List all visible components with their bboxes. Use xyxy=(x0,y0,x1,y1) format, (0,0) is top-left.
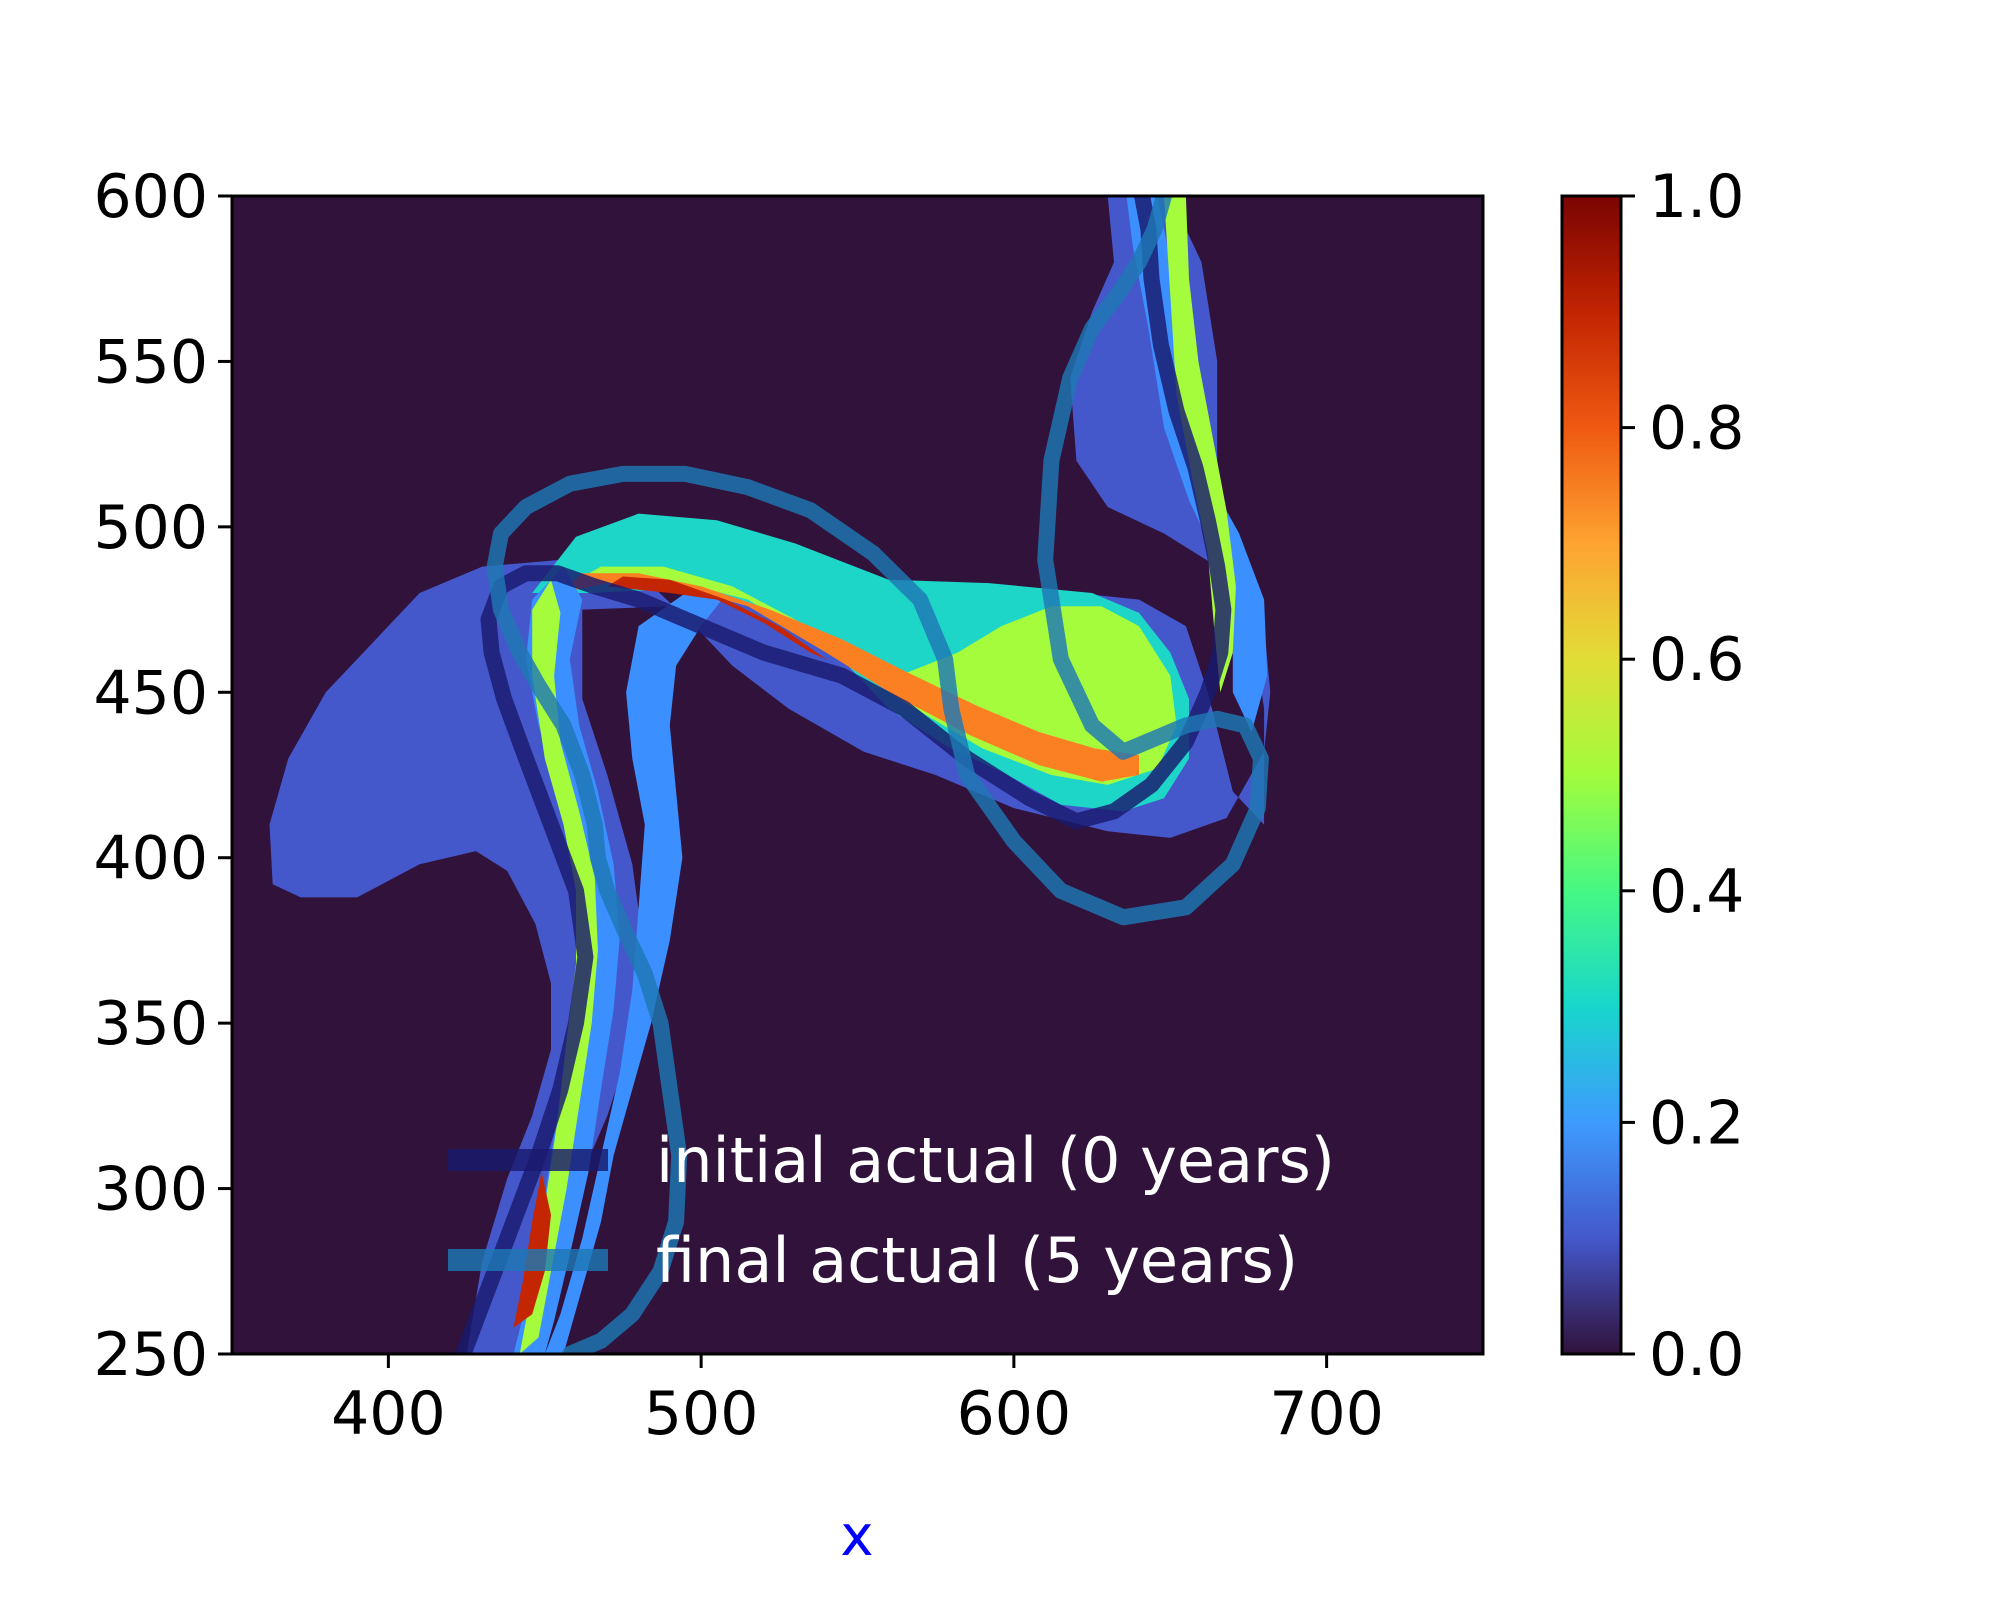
x-tick-label: 400 xyxy=(331,1379,446,1449)
y-tick-label: 350 xyxy=(93,989,208,1059)
x-tick-label: 500 xyxy=(644,1379,759,1449)
colorbar-tick-label: 0.2 xyxy=(1649,1088,1744,1158)
heatmap-region-5 xyxy=(607,576,827,660)
legend: initial actual (0 years) final actual (5 … xyxy=(448,1124,1335,1297)
plot-frame xyxy=(230,194,1485,1356)
legend-label-1: final actual (5 years) xyxy=(656,1224,1298,1297)
y-axis: 250 300 350 400 450 500 550 600 xyxy=(93,162,232,1390)
contour-lines xyxy=(455,196,1269,1354)
colorbar-tick-label: 1.0 xyxy=(1649,162,1744,232)
y-tick-label: 250 xyxy=(93,1320,208,1390)
series-line-0 xyxy=(455,196,1232,1354)
legend-label-0: initial actual (0 years) xyxy=(656,1124,1335,1197)
x-tick-label: 700 xyxy=(1269,1379,1384,1449)
x-axis-label: x xyxy=(840,1504,873,1569)
series-line-1 xyxy=(486,196,1269,1354)
y-tick-label: 300 xyxy=(93,1155,208,1225)
colorbar-gradient xyxy=(1562,196,1621,1354)
colorbar-tick-label: 0.6 xyxy=(1649,625,1744,695)
colorbar-frame xyxy=(1560,194,1623,1356)
y-tick-label: 550 xyxy=(93,327,208,397)
colorbar-axis: 0.0 0.2 0.4 0.6 0.8 1.0 xyxy=(1621,162,1744,1390)
heatmap-region-4 xyxy=(560,573,1139,782)
y-tick-label: 500 xyxy=(93,493,208,563)
colorbar-tick-label: 0.0 xyxy=(1649,1320,1744,1390)
x-tick-label: 600 xyxy=(957,1379,1072,1449)
colorbar-tick-label: 0.8 xyxy=(1649,394,1744,464)
colorbar-tick-label: 0.4 xyxy=(1649,857,1744,927)
x-axis: 400 500 600 700 xyxy=(331,1354,1384,1449)
y-tick-label: 400 xyxy=(93,824,208,894)
y-tick-label: 450 xyxy=(93,658,208,728)
y-tick-label: 600 xyxy=(93,162,208,232)
